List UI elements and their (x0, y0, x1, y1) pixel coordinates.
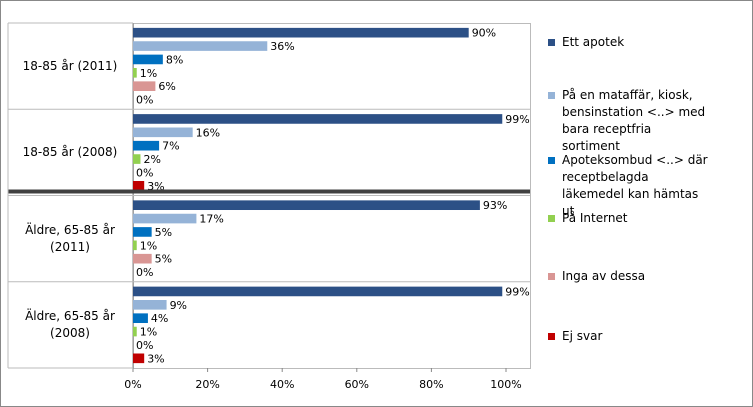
bar (133, 313, 148, 324)
value-label: 0% (136, 166, 153, 179)
value-label: 1% (140, 239, 157, 252)
bar (133, 81, 156, 92)
bar (133, 114, 503, 124)
x-tick-label: 80% (419, 378, 443, 391)
legend-label: På en mataffär, kiosk, bensinstation <..… (562, 88, 706, 153)
bar (133, 140, 160, 151)
legend-swatch (548, 157, 555, 164)
legend-item: På en mataffär, kiosk, bensinstation <..… (548, 87, 738, 155)
category-label: 18-85 år (2011) (22, 58, 118, 73)
bar (133, 227, 152, 237)
bar (133, 67, 137, 78)
value-label: 2% (143, 153, 160, 166)
value-label: 90% (472, 27, 496, 40)
bar (133, 299, 167, 310)
value-label: 99% (505, 113, 529, 126)
bar (133, 27, 469, 38)
category-label: Äldre, 65-85 år (2008) (25, 308, 115, 340)
legend-label: Inga av dessa (562, 269, 646, 283)
bar (133, 253, 152, 264)
legend-label: Apoteksombud <..> där receptbelagda läke… (562, 153, 708, 218)
bar (133, 200, 480, 211)
legend-label: Ej svar (562, 329, 603, 343)
x-tick-label: 100% (490, 378, 521, 391)
value-label: 16% (196, 126, 220, 139)
bar (133, 240, 137, 251)
legend-item: Inga av dessa (548, 268, 738, 285)
legend-swatch (548, 39, 555, 46)
legend-label: På Internet (562, 211, 628, 225)
category-label: 18-85 år (2008) (22, 144, 118, 159)
value-label: 5% (155, 226, 172, 239)
bar (133, 353, 145, 364)
bar (133, 180, 145, 191)
value-label: 99% (505, 285, 529, 298)
value-label: 0% (136, 94, 153, 107)
bar (133, 41, 268, 51)
legend-item: Apoteksombud <..> där receptbelagda läke… (548, 152, 738, 220)
value-label: 0% (136, 339, 153, 352)
category-label: Äldre, 65-85 år (2011) (25, 222, 115, 254)
legend-swatch (548, 333, 555, 340)
value-label: 7% (162, 140, 179, 153)
value-label: 5% (155, 253, 172, 266)
bar (133, 127, 193, 138)
bar (133, 154, 141, 164)
value-label: 9% (170, 299, 187, 312)
x-tick-label: 0% (124, 378, 141, 391)
value-label: 8% (166, 53, 183, 66)
legend-label: Ett apotek (562, 35, 625, 49)
bar (133, 213, 197, 224)
bar (133, 286, 503, 297)
value-label: 17% (199, 213, 223, 226)
value-label: 3% (147, 352, 164, 365)
legend-item: Ej svar (548, 328, 738, 345)
value-label: 1% (140, 326, 157, 339)
value-label: 93% (483, 199, 507, 212)
legend-item: På Internet (548, 210, 738, 227)
legend-swatch (548, 92, 555, 99)
legend-item: Ett apotek (548, 34, 738, 51)
x-tick-label: 60% (345, 378, 369, 391)
value-label: 1% (140, 67, 157, 80)
bar (133, 326, 137, 337)
legend-swatch (548, 273, 555, 280)
x-tick-label: 20% (195, 378, 219, 391)
value-label: 6% (158, 80, 175, 93)
value-label: 4% (151, 312, 168, 325)
legend-swatch (548, 215, 555, 222)
value-label: 36% (270, 40, 294, 53)
x-tick-label: 40% (270, 378, 294, 391)
bar (133, 54, 163, 65)
value-label: 0% (136, 266, 153, 279)
